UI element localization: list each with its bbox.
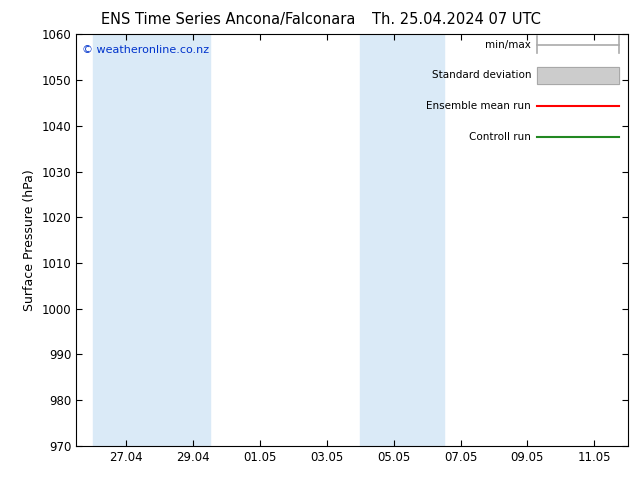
Text: Th. 25.04.2024 07 UTC: Th. 25.04.2024 07 UTC	[372, 12, 541, 27]
Text: Ensemble mean run: Ensemble mean run	[427, 101, 531, 111]
Text: min/max: min/max	[485, 40, 531, 49]
Text: ENS Time Series Ancona/Falconara: ENS Time Series Ancona/Falconara	[101, 12, 356, 27]
Y-axis label: Surface Pressure (hPa): Surface Pressure (hPa)	[23, 169, 36, 311]
Text: © weatheronline.co.nz: © weatheronline.co.nz	[82, 45, 209, 54]
Bar	[536, 67, 619, 84]
Text: Standard deviation: Standard deviation	[432, 71, 531, 80]
Bar	[536, 67, 619, 84]
Text: Controll run: Controll run	[469, 132, 531, 142]
Bar	[93, 34, 210, 446]
Bar	[360, 34, 444, 446]
